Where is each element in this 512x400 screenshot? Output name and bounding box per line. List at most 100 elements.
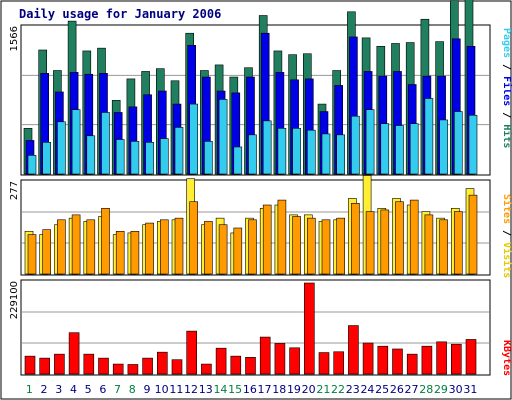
kbytes-bar xyxy=(259,336,271,375)
legend-hits: Hits xyxy=(501,124,512,148)
pages-bar xyxy=(306,129,316,175)
day-label: 27 xyxy=(405,383,419,396)
kbytes-bar xyxy=(392,348,403,375)
pages-bar xyxy=(380,123,390,175)
day-label: 18 xyxy=(272,383,286,396)
pages-bar xyxy=(130,141,140,175)
sites-bar xyxy=(101,207,110,275)
legend-pages: Pages xyxy=(501,28,512,58)
kbytes-bar xyxy=(171,359,183,375)
pages-bar xyxy=(248,134,257,175)
sites-bar xyxy=(351,203,360,275)
day-label: 15 xyxy=(228,383,242,396)
sites-bar xyxy=(439,219,448,275)
day-label: 11 xyxy=(169,383,183,396)
kbytes-bar xyxy=(142,357,153,375)
day-label: 1 xyxy=(26,383,33,396)
sites-bar xyxy=(115,230,125,275)
kbytes-bar xyxy=(465,339,477,375)
pages-bar xyxy=(468,114,478,175)
kbytes-bar xyxy=(377,345,389,375)
day-labels: 1 2 3 4 5 6 7 8 9 10 11 12 13 14 15 16 17 18 19 20 21 22 23 24 2… xyxy=(26,383,478,396)
pages-bar xyxy=(101,112,110,175)
day-label: 8 xyxy=(129,383,136,396)
day-label: 19 xyxy=(287,383,301,396)
legend-kbytes: KBytes xyxy=(501,340,512,376)
sites-bar xyxy=(277,199,287,275)
day-label: 24 xyxy=(360,383,374,396)
day-label: 31 xyxy=(463,383,477,396)
pages-bar xyxy=(365,109,375,175)
sites-bar xyxy=(160,219,169,275)
pages-bar xyxy=(160,138,169,175)
kbytes-bar xyxy=(112,363,124,375)
sites-bar xyxy=(218,224,228,275)
pages-bar xyxy=(27,155,37,175)
kbytes-bar xyxy=(348,325,359,375)
sites-bar xyxy=(292,216,301,275)
kbytes-bar xyxy=(24,355,36,375)
kbytes-bar xyxy=(201,363,212,375)
day-label: 10 xyxy=(155,383,169,396)
sites-bar xyxy=(86,219,96,275)
sites-bar xyxy=(57,219,66,275)
legend-files: Files xyxy=(501,76,512,106)
day-label: 20 xyxy=(302,383,316,396)
day-label: 12 xyxy=(184,383,198,396)
pages-bar xyxy=(42,142,52,175)
sites-bar xyxy=(27,234,37,275)
day-label: 13 xyxy=(199,383,213,396)
bar-marks xyxy=(23,0,478,375)
kbytes-bar xyxy=(39,357,51,375)
sites-bar xyxy=(336,217,346,275)
sites-bar xyxy=(321,219,331,275)
pages-bar xyxy=(336,134,346,175)
kbytes-bar xyxy=(157,351,168,375)
pages-bar xyxy=(145,142,154,175)
pages-bar xyxy=(233,146,243,175)
sites-bar xyxy=(409,199,419,275)
kbytes-bar xyxy=(421,345,433,375)
visitors-legend: Sites / Visits xyxy=(501,194,512,278)
kbytes-bar xyxy=(333,351,345,375)
kbytes-bar xyxy=(436,341,447,375)
kbytes-ymax-label: 229100 xyxy=(9,281,20,319)
kbytes-bar xyxy=(245,357,256,375)
pages-bar xyxy=(86,135,96,175)
sites-bar xyxy=(262,204,272,275)
traffic-ymax-label: 1566 xyxy=(9,26,20,51)
kbytes-bar xyxy=(303,282,315,375)
pages-bar xyxy=(218,99,228,175)
sites-bar xyxy=(71,214,81,275)
sites-bar xyxy=(233,227,243,275)
sites-bar xyxy=(248,219,257,275)
day-label: 23 xyxy=(346,383,360,396)
sites-bar xyxy=(380,209,390,275)
pages-bar xyxy=(292,128,301,175)
day-label: 30 xyxy=(449,383,463,396)
sites-bar xyxy=(424,214,434,275)
pages-bar xyxy=(395,125,404,175)
kbytes-bar xyxy=(68,332,80,375)
pages-bar xyxy=(351,115,360,175)
sites-bar xyxy=(42,229,52,275)
chart-title: Daily usage for January 2006 xyxy=(19,7,221,21)
kbytes-bar xyxy=(230,355,242,375)
sites-bar xyxy=(395,201,404,275)
day-label: 3 xyxy=(55,383,62,396)
traffic-legend: Pages / Files / Hits xyxy=(501,28,512,148)
sites-bar xyxy=(453,211,463,275)
pages-bar xyxy=(424,98,434,175)
day-label: 14 xyxy=(213,383,227,396)
sites-bar xyxy=(145,222,154,275)
kbytes-bar xyxy=(450,343,462,375)
day-label: 7 xyxy=(114,383,121,396)
sites-bar xyxy=(306,217,316,275)
pages-bar xyxy=(439,119,448,175)
sites-bar xyxy=(468,194,478,275)
day-label: 2 xyxy=(41,383,48,396)
kbytes-bar xyxy=(215,347,227,375)
pages-bar xyxy=(174,127,184,175)
